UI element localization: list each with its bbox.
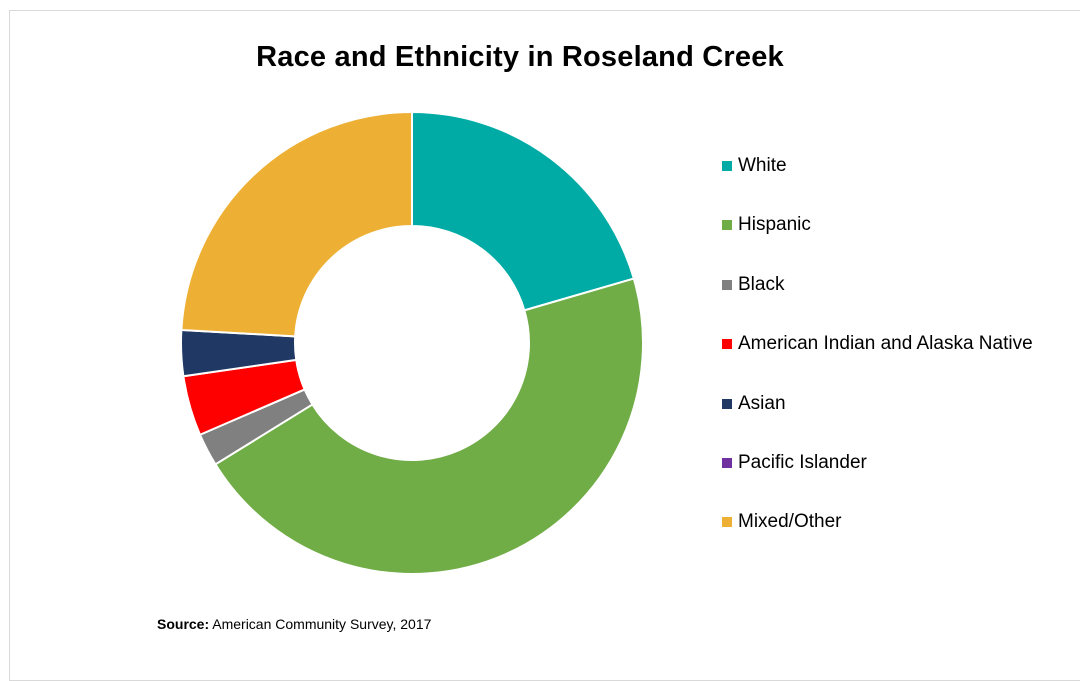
slice-mixed-other (180, 110, 413, 338)
legend-label: Hispanic (738, 214, 811, 236)
legend-swatch (722, 398, 732, 409)
legend-swatch (722, 517, 732, 528)
legend-swatch (722, 161, 732, 171)
legend-item: Hispanic (722, 211, 1033, 239)
legend-item: American Indian and Alaska Native (722, 330, 1033, 358)
source-label: Source: (157, 616, 210, 632)
legend-label: Pacific Islander (738, 451, 867, 473)
legend-swatch (722, 457, 732, 468)
donut-slices (180, 110, 644, 575)
legend-label: American Indian and Alaska Native (738, 333, 1033, 355)
legend-swatch (722, 339, 732, 350)
legend-item: Asian (722, 390, 1033, 418)
legend-item: Pacific Islander (722, 449, 1033, 477)
legend-item: Black (722, 271, 1033, 299)
source-note: Source: American Community Survey, 2017 (157, 616, 431, 632)
legend-item: Mixed/Other (722, 508, 1033, 536)
slice-white (411, 110, 636, 312)
legend-swatch (722, 220, 732, 231)
source-text: American Community Survey, 2017 (209, 616, 432, 632)
legend-label: White (738, 155, 787, 176)
legend-swatch (722, 279, 732, 290)
legend-item: White (722, 152, 1033, 180)
legend-label: Black (738, 273, 785, 295)
chart-title: Race and Ethnicity in Roseland Creek (256, 41, 784, 73)
slice-hispanic (214, 277, 644, 575)
legend: White Hispanic Black American Indian and Al… (722, 152, 1033, 568)
legend-label: Asian (738, 392, 786, 414)
legend-label: Mixed/Other (738, 511, 842, 533)
